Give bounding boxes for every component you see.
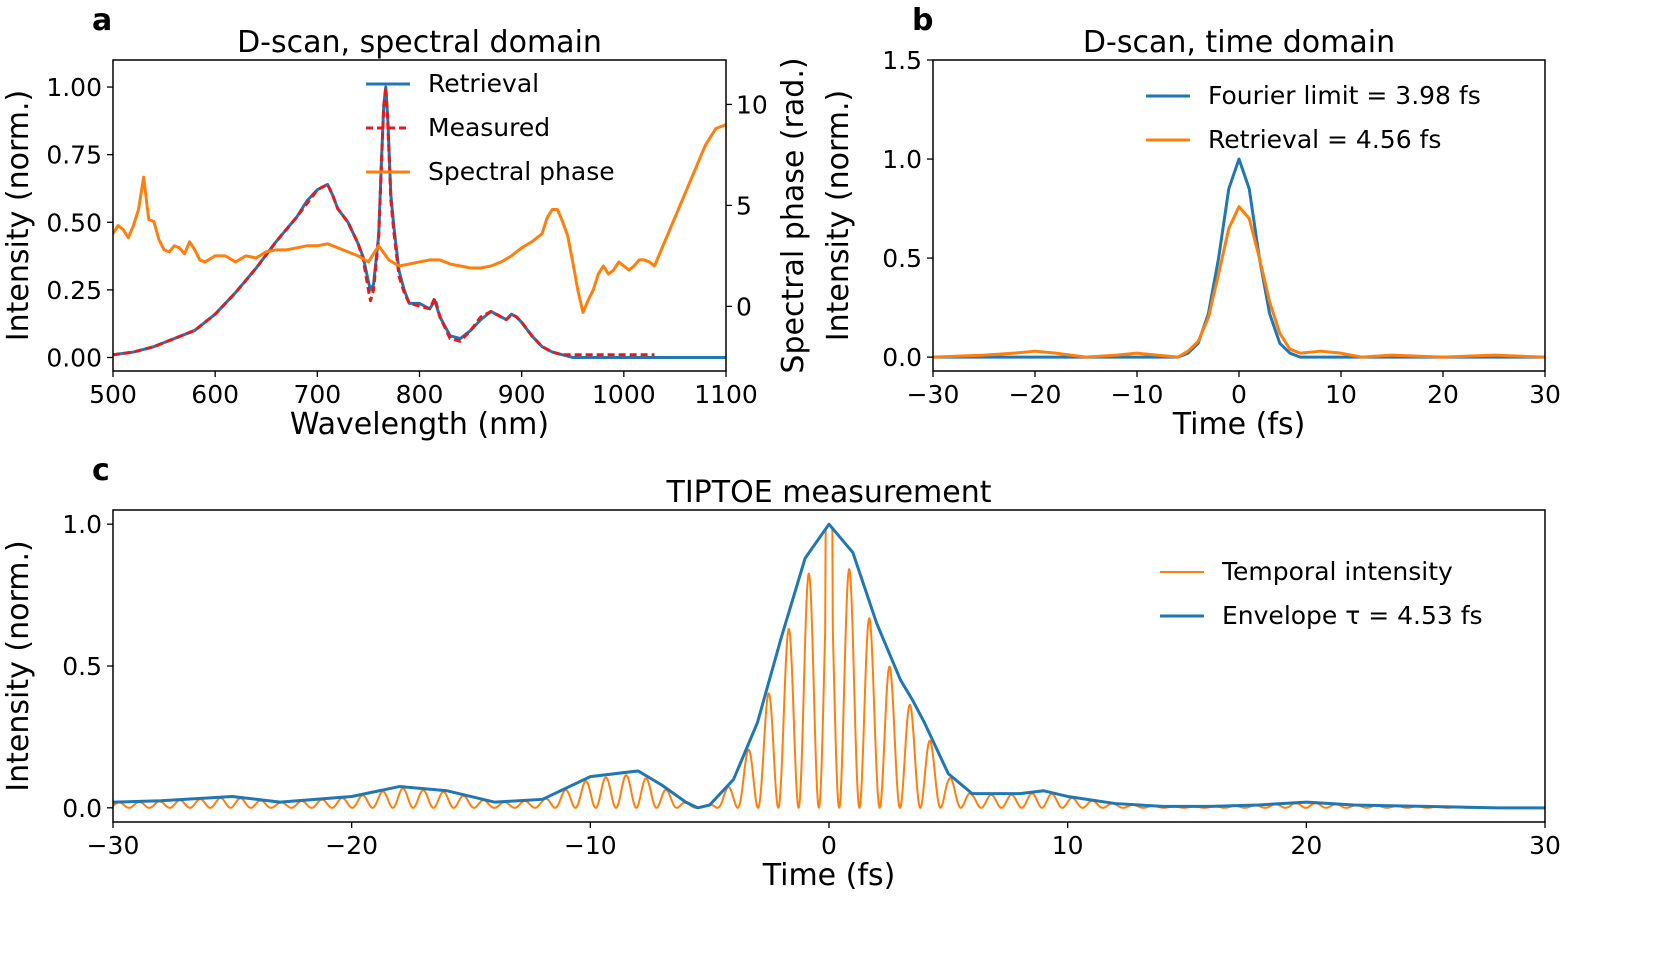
chart-title: D-scan, time domain [1083, 25, 1395, 60]
y-tick-label: 0.0 [882, 343, 922, 372]
x-tick-label: 900 [498, 380, 546, 409]
x-tick-label: 1100 [694, 380, 758, 409]
x-tick-label: 0 [1231, 380, 1247, 409]
y-tick-label: 0.5 [62, 652, 102, 681]
x-tick-label: −20 [1009, 380, 1062, 409]
x-tick-label: 20 [1290, 831, 1322, 860]
legend-entry: Temporal intensity [1221, 557, 1453, 586]
panel-c: c TIPTOE measurement −30 −20 −10 0 10 20 30 0.0 0.… [1, 453, 1561, 893]
series-line-2 [113, 522, 1545, 810]
x-axis-label: Time (fs) [762, 858, 896, 893]
plot-area [933, 157, 1545, 359]
x-axis-label: Wavelength (nm) [290, 407, 549, 442]
y-tick-label: 0.25 [46, 276, 102, 305]
y2-tick-label: 5 [736, 191, 752, 220]
legend: Temporal intensity Envelope τ = 4.53 fs [1160, 557, 1483, 630]
panel-a: a D-scan, spectral domain 500 600 700 800 900 1… [1, 3, 811, 442]
series-line-3 [113, 123, 726, 314]
y2-tick-label: 0 [736, 292, 752, 321]
y-tick-label: 1.0 [882, 145, 922, 174]
x-tick-label: 30 [1529, 831, 1561, 860]
chart-title: TIPTOE measurement [666, 475, 992, 510]
legend-entry: Envelope τ = 4.53 fs [1222, 601, 1483, 630]
y-axis-label: Intensity (norm.) [1, 90, 36, 341]
axes-frame [112, 59, 727, 372]
x-tick-label: 0 [821, 831, 837, 860]
x-tick-label: 1000 [592, 380, 656, 409]
y-tick-label: 0.00 [46, 343, 102, 372]
x-tick-label: −30 [87, 831, 140, 860]
y-tick-label: 1.00 [46, 73, 102, 102]
legend-entry: Fourier limit = 3.98 fs [1208, 81, 1481, 110]
x-tick-label: 500 [89, 380, 137, 409]
x-tick-label: 10 [1325, 380, 1357, 409]
panel-letter: b [912, 3, 933, 38]
x-tick-label: 700 [293, 380, 341, 409]
y-tick-label: 0.50 [46, 208, 102, 237]
x-tick-label: 600 [191, 380, 239, 409]
x-tick-label: 30 [1529, 380, 1561, 409]
x-tick-label: −20 [325, 831, 378, 860]
legend-entry: Retrieval = 4.56 fs [1208, 125, 1441, 154]
y-tick-label: 1.0 [62, 510, 102, 539]
x-tick-label: 800 [396, 380, 444, 409]
x-tick-label: −30 [907, 380, 960, 409]
y-axis-label: Intensity (norm.) [821, 90, 856, 341]
x-tick-label: 10 [1052, 831, 1084, 860]
y2-axis-label: Spectral phase (rad.) [776, 57, 811, 373]
series-line-2 [113, 85, 655, 357]
series-line-1 [933, 157, 1545, 359]
x-tick-label: −10 [1111, 380, 1164, 409]
axes-frame [932, 59, 1546, 372]
panel-letter: a [92, 3, 112, 38]
legend: Retrieval Measured Spectral phase [366, 69, 615, 186]
series-line-2 [933, 205, 1545, 359]
chart-title: D-scan, spectral domain [237, 25, 602, 60]
plot-area [113, 85, 726, 359]
x-axis-label: Time (fs) [1172, 407, 1306, 442]
axes-frame [112, 509, 1546, 823]
y-tick-label: 0.5 [882, 244, 922, 273]
legend-entry: Spectral phase [428, 157, 615, 186]
plot-area [113, 522, 1545, 810]
legend-entry: Measured [428, 113, 550, 142]
panel-letter: c [92, 453, 110, 488]
legend-entry: Retrieval [428, 69, 539, 98]
panel-b: b D-scan, time domain −30 −20 −10 0 10 20 30 0.0 0… [821, 3, 1561, 442]
y-tick-label: 0.0 [62, 794, 102, 823]
y2-tick-label: 10 [736, 90, 768, 119]
series-line-1 [113, 85, 726, 359]
x-tick-label: 20 [1427, 380, 1459, 409]
y-tick-label: 0.75 [46, 141, 102, 170]
legend: Fourier limit = 3.98 fs Retrieval = 4.56 … [1146, 81, 1481, 154]
x-tick-label: −10 [564, 831, 617, 860]
y-axis-label: Intensity (norm.) [1, 540, 36, 791]
y-tick-label: 1.5 [882, 46, 922, 75]
